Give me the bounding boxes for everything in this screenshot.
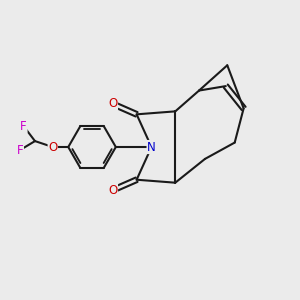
Text: O: O: [108, 98, 118, 110]
Text: F: F: [20, 120, 27, 133]
Text: O: O: [108, 184, 118, 196]
Text: F: F: [17, 143, 23, 157]
Text: O: O: [48, 140, 57, 154]
Text: N: N: [147, 140, 156, 154]
